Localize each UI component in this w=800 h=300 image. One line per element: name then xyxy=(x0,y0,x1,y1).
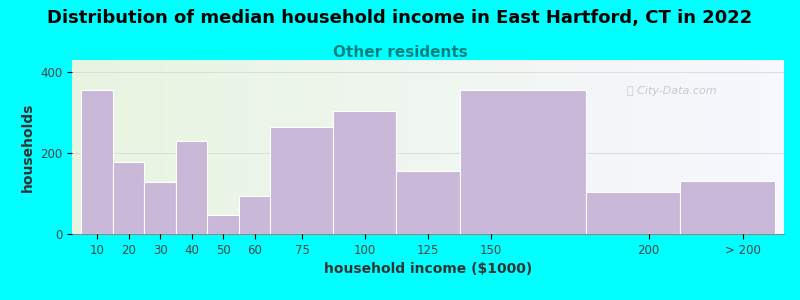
Bar xyxy=(113,162,145,234)
Bar xyxy=(397,171,459,234)
Text: 🔍 City-Data.com: 🔍 City-Data.com xyxy=(627,86,717,96)
Bar xyxy=(586,191,680,234)
Bar xyxy=(270,127,334,234)
X-axis label: household income ($1000): household income ($1000) xyxy=(324,262,532,276)
Y-axis label: households: households xyxy=(21,102,34,192)
Bar xyxy=(239,196,270,234)
Bar xyxy=(176,141,207,234)
Text: Other residents: Other residents xyxy=(333,45,467,60)
Text: Distribution of median household income in East Hartford, CT in 2022: Distribution of median household income … xyxy=(47,9,753,27)
Bar xyxy=(145,182,176,234)
Bar xyxy=(334,111,397,234)
Bar xyxy=(680,182,774,234)
Bar xyxy=(207,215,239,234)
Bar xyxy=(82,90,113,234)
Bar xyxy=(459,90,586,234)
